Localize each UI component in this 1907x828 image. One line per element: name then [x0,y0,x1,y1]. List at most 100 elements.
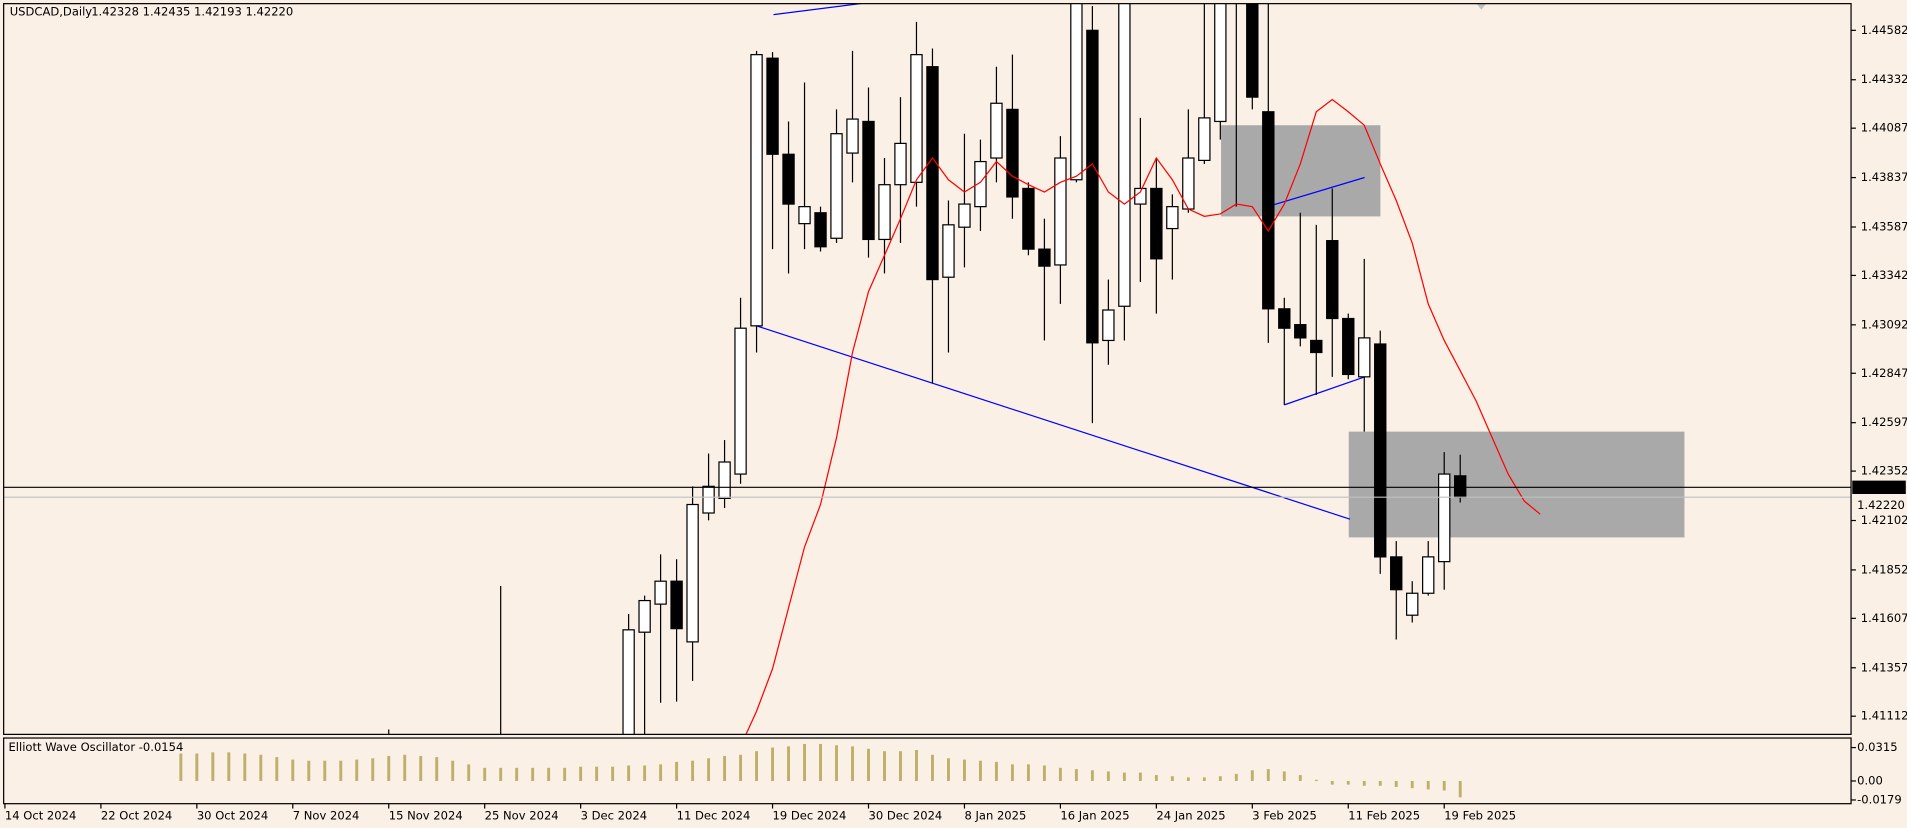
candle-body [686,503,699,643]
price-frame [3,3,1852,735]
candle-body [638,599,651,633]
candle-body [990,102,1003,159]
candle-body [1358,337,1371,378]
candle-body [1006,108,1019,198]
oscillator-bar [883,751,886,781]
y-tick-label: 1.44087 [1861,121,1907,135]
x-tick-label: 19 Feb 2025 [1444,808,1516,822]
candle-body [766,57,779,155]
price-pane [3,3,1852,735]
candle-body [878,184,891,241]
oscillator-bar [915,750,918,781]
candle-body [798,206,811,225]
y-tick-label: 1.41112 [1861,709,1907,723]
oscillator-title: Elliott Wave Oscillator -0.0154 [9,740,184,754]
candle-body [718,461,731,499]
oscillator-bar [579,766,583,781]
candle-body [1422,556,1435,594]
oscillator-bar [1026,764,1030,781]
oscillator-bar [323,760,327,781]
candle-body [1150,187,1163,260]
x-tick-label: 14 Oct 2024 [5,808,76,822]
candle-body [862,120,875,241]
oscillator-frame [3,737,1852,805]
oscillator-bar [259,754,263,781]
trend-line [1267,176,1365,208]
candle-body [622,629,635,735]
zone-rectangle [1348,431,1685,538]
candle-body [1278,308,1291,329]
candle-body [1214,3,1227,123]
x-tick-label: 16 Jan 2025 [1060,808,1129,822]
oscillator-bar [947,758,950,781]
oscillator-bar [1186,777,1190,781]
candle-body [750,54,763,327]
oscillator-bar [1458,780,1462,798]
oscillator-bar [339,760,343,781]
oscillator-bar [691,760,695,781]
y-tick-label: 1.42597 [1861,415,1907,429]
oscillator-bar [1138,772,1142,781]
x-tick-label: 22 Oct 2024 [101,808,172,822]
oscillator-pane [179,743,1462,798]
oscillator-bar [1410,780,1414,789]
symbol-title: USDCAD,Daily [10,5,93,19]
candle-body [702,485,715,514]
y-tick-label: 1.44332 [1861,72,1907,86]
oscillator-bar [1282,771,1286,781]
oscillator-bar [659,764,663,781]
oscillator-bar [1362,780,1366,786]
oscillator-bar [835,745,838,781]
drawing-objects [756,3,1685,538]
oscillator-bar [803,743,806,781]
oscillator-bar [707,758,711,781]
oscillator-bar [1074,769,1078,781]
x-tick-label: 30 Oct 2024 [197,808,268,822]
oscillator-bar [1442,780,1446,791]
candle-body [910,54,923,183]
oscillator-bar [819,743,822,781]
candle-body [1454,475,1467,498]
oscillator-bar [643,765,647,781]
price-label: 1.42220 [1857,498,1905,512]
x-tick-label: 8 Jan 2025 [964,808,1026,822]
oscillator-bar [435,757,439,781]
y-tick-label: 1.43342 [1861,268,1907,282]
oscillator-bar [962,759,966,781]
y-tick-label: 1.44582 [1861,23,1907,37]
candle-body [1406,592,1419,616]
axes: 1.44582 1.44332 1.44087 1.43837 1.43587 1.433… [4,23,1907,822]
candle-body [1438,473,1451,563]
oscillator-bar [1010,764,1014,781]
oscillator-bar [1218,776,1222,781]
candle-body [1086,29,1099,344]
y-tick-label: 1.43587 [1861,219,1907,233]
x-tick-label: 30 Dec 2024 [869,808,943,822]
y-tick-label: 1.42352 [1861,464,1907,478]
candle-body [1294,324,1307,339]
candle-body [1390,556,1403,591]
zone-rectangle [1221,125,1381,217]
oscillator-bar [499,767,503,781]
candle-body [1166,206,1179,230]
oscillator-bar [1234,773,1238,781]
candle-body [846,118,859,154]
oscillator-bar [563,767,567,781]
oscillator-bar [227,752,231,781]
oscillator-bar [1378,780,1382,786]
candle-body [830,133,843,239]
oscillator-bar [483,767,487,781]
oscillator-bar [931,754,934,781]
candle-body [1022,187,1035,250]
oscillator-bar [994,761,998,781]
candle-body [1038,248,1051,267]
oscillator-bar [611,766,615,781]
oscillator-bar [627,765,631,781]
y-tick-label: 0.0315 [1857,740,1897,754]
y-tick-label: 1.42102 [1861,513,1907,527]
y-tick-label: 0.00 [1857,773,1883,787]
oscillator-bar [675,761,679,781]
oscillator-bar [419,755,423,781]
y-tick-label: 1.41357 [1861,660,1907,674]
